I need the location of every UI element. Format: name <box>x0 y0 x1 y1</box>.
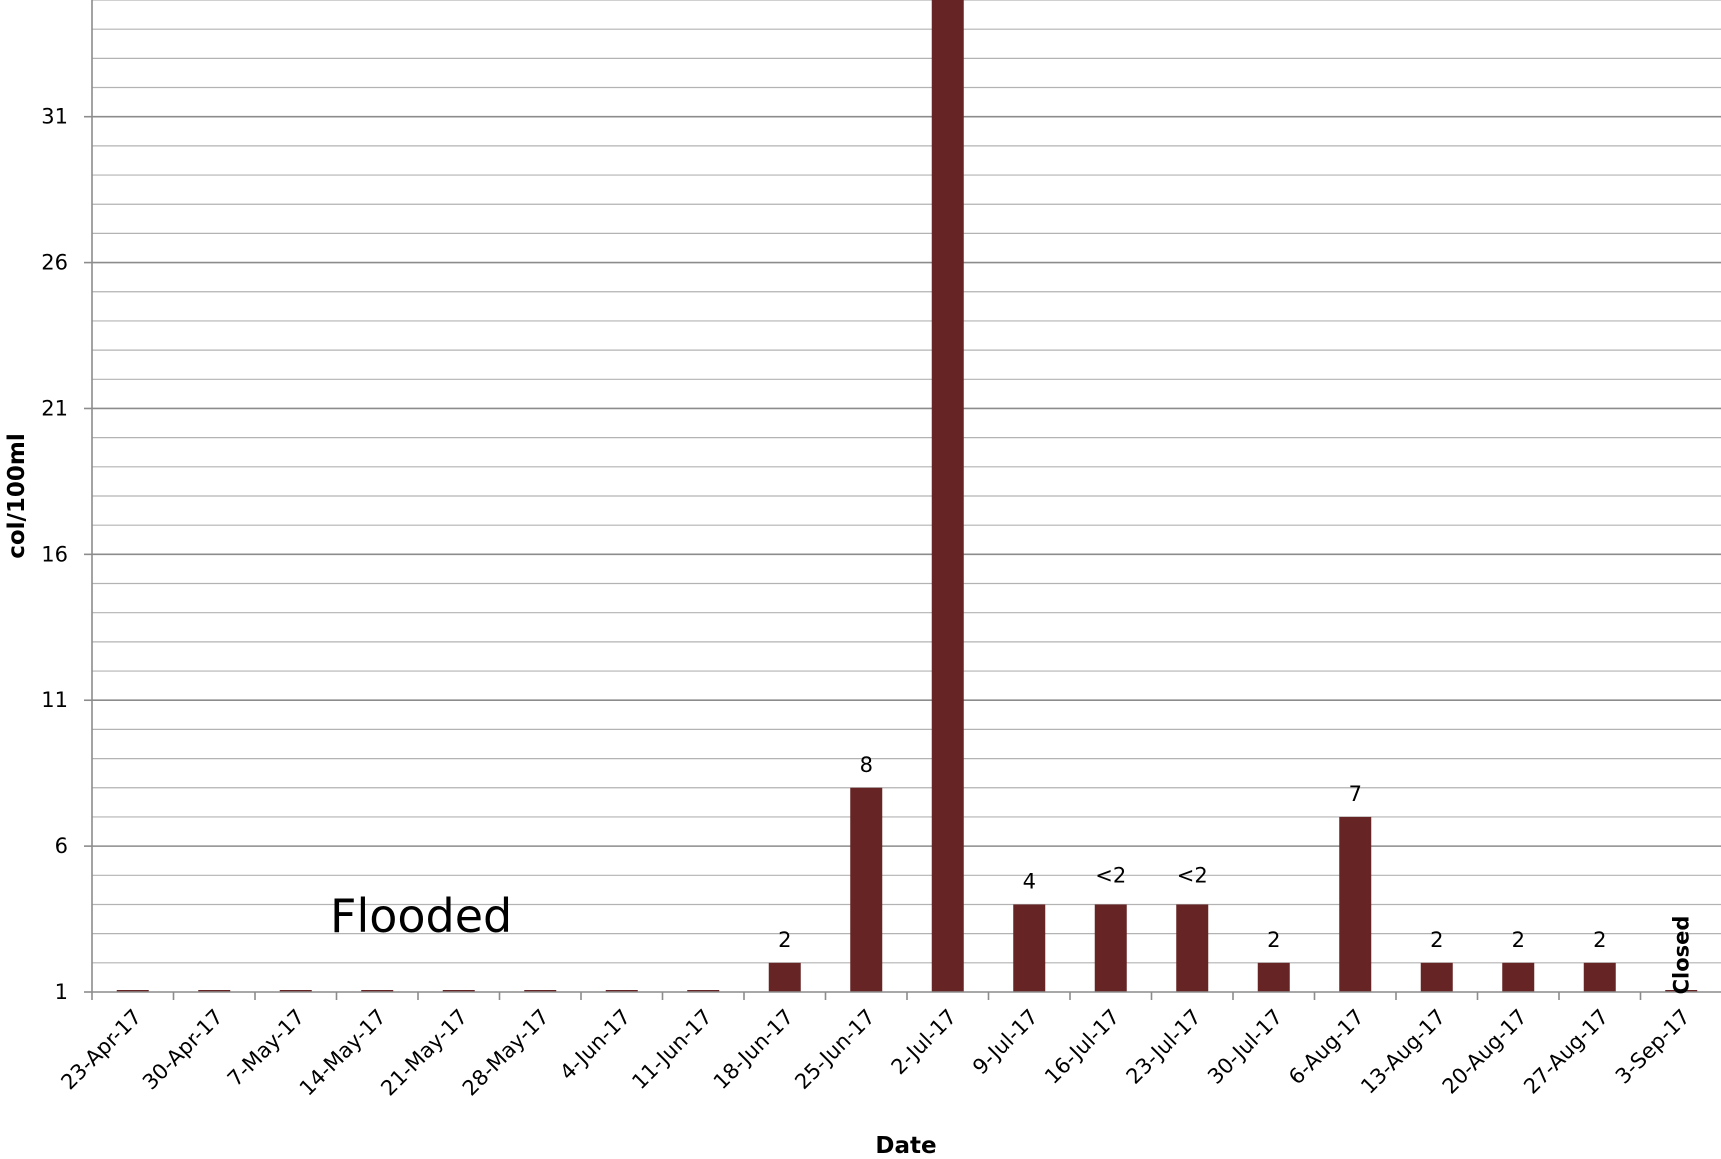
y-axis-title: col/100ml <box>4 433 30 559</box>
x-tick-label: 27-Aug-17 <box>1519 1005 1613 1099</box>
axes <box>84 0 1721 1000</box>
bar-25-Jun-17 <box>850 787 883 992</box>
data-label: <2 <box>1177 863 1208 887</box>
data-label: 8 <box>860 753 873 777</box>
bar-23-Apr-17 <box>116 990 149 992</box>
y-tick-label: 16 <box>41 542 68 566</box>
bar-9-Jul-17 <box>1013 904 1046 992</box>
bar-6-Aug-17 <box>1339 816 1372 992</box>
bar-20-Aug-17 <box>1502 962 1535 992</box>
data-label: 7 <box>1349 782 1362 806</box>
x-tick-label: 7-May-17 <box>223 1005 309 1091</box>
bar-27-Aug-17 <box>1583 962 1616 992</box>
data-labels: 2 8 4 <2 <2 2 7 2 2 2 Closed <box>778 753 1693 995</box>
x-axis-title: Date <box>875 1133 936 1159</box>
y-tick-label: 1 <box>55 980 68 1004</box>
x-tick-label: 13-Aug-17 <box>1356 1005 1450 1099</box>
bar-13-Aug-17 <box>1420 962 1453 992</box>
bar-30-Jul-17 <box>1257 962 1290 992</box>
x-tick-label: 23-Jul-17 <box>1122 1005 1206 1089</box>
bar-23-Jul-17 <box>1176 904 1209 992</box>
x-tick-label: 6-Aug-17 <box>1284 1005 1369 1090</box>
bar-30-Apr-17 <box>198 990 231 992</box>
bar-4-Jun-17 <box>605 990 638 992</box>
gridlines <box>92 0 1721 964</box>
y-tick-label: 26 <box>41 251 68 275</box>
y-tick-label: 31 <box>41 105 68 129</box>
bar-7-May-17 <box>279 990 312 992</box>
data-label: 2 <box>778 928 791 952</box>
bar-2-Jul-17 <box>931 0 964 992</box>
x-tick-label: 30-Jul-17 <box>1203 1005 1287 1089</box>
data-label: 2 <box>1593 928 1606 952</box>
x-tick-label: 2-Jul-17 <box>887 1005 962 1080</box>
bar-28-May-17 <box>524 990 557 992</box>
bar-16-Jul-17 <box>1094 904 1127 992</box>
bar-11-Jun-17 <box>687 990 720 992</box>
x-tick-label: 23-Apr-17 <box>56 1005 146 1095</box>
y-tick-label: 6 <box>55 834 68 858</box>
x-tick-label: 25-Jun-17 <box>790 1005 880 1095</box>
bar-14-May-17 <box>361 990 394 992</box>
x-tick-label: 11-Jun-17 <box>627 1005 717 1095</box>
x-tick-label: 9-Jul-17 <box>968 1005 1043 1080</box>
x-tick-label: 21-May-17 <box>376 1005 472 1101</box>
bar-3-Sep-17 <box>1665 990 1698 992</box>
x-tick-label: 4-Jun-17 <box>555 1005 635 1085</box>
y-tick-label: 21 <box>41 396 68 420</box>
x-tick-label: 16-Jul-17 <box>1040 1005 1124 1089</box>
data-label: 2 <box>1267 928 1280 952</box>
data-label: 2 <box>1512 928 1525 952</box>
x-tick-label: 14-May-17 <box>295 1005 391 1101</box>
x-tick-label: 28-May-17 <box>458 1005 554 1101</box>
x-tick-label: 18-Jun-17 <box>709 1005 799 1095</box>
data-label: <2 <box>1095 863 1126 887</box>
x-tick-label: 3-Sep-17 <box>1611 1005 1695 1089</box>
x-tick-label: 20-Aug-17 <box>1438 1005 1532 1099</box>
bar-18-Jun-17 <box>768 962 801 992</box>
data-label: 2 <box>1430 928 1443 952</box>
data-label: Closed <box>1669 916 1693 995</box>
flooded-annotation: Flooded <box>330 889 512 943</box>
bars <box>116 0 1698 992</box>
x-tick-label: 30-Apr-17 <box>138 1005 228 1095</box>
y-tick-label: 11 <box>41 688 68 712</box>
bar-21-May-17 <box>442 990 475 992</box>
data-label: 4 <box>1023 869 1036 893</box>
